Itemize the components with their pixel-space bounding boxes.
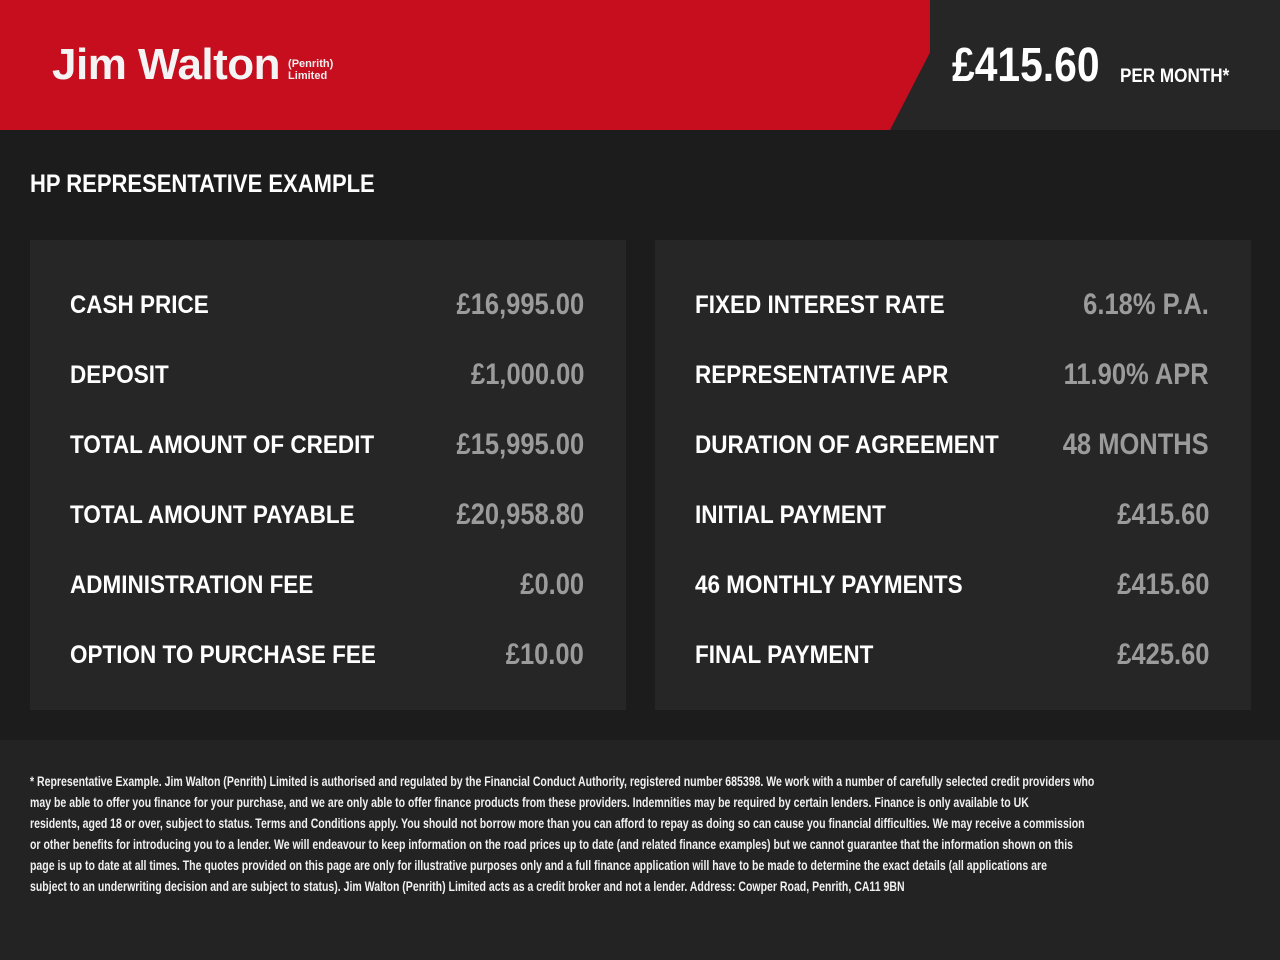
row-value: 11.90% APR xyxy=(1063,358,1209,391)
header: Jim Walton (Penrith) Limited £415.60 PER … xyxy=(0,0,1280,130)
logo-text: Jim Walton xyxy=(52,40,281,89)
row-label: TOTAL AMOUNT OF CREDIT xyxy=(70,430,375,459)
per-month-label: PER MONTH* xyxy=(1120,66,1230,87)
disclaimer-line: may be able to offer you finance for you… xyxy=(30,795,1029,810)
row-value: £0.00 xyxy=(520,568,584,601)
disclaimer-line: or other benefits for introducing you to… xyxy=(30,837,1073,852)
row-value: £10.00 xyxy=(505,638,584,671)
logo: Jim Walton (Penrith) Limited xyxy=(52,40,333,90)
row-label: 46 MONTHLY PAYMENTS xyxy=(695,570,963,599)
finance-row: REPRESENTATIVE APR 11.90% APR xyxy=(695,355,1209,395)
row-label: TOTAL AMOUNT PAYABLE xyxy=(70,500,355,529)
row-value: £1,000.00 xyxy=(470,358,584,391)
finance-row: ADMINISTRATION FEE £0.00 xyxy=(70,565,584,605)
row-value: £15,995.00 xyxy=(456,428,584,461)
right-finance-panel: FIXED INTEREST RATE 6.18% P.A. REPRESENTAT… xyxy=(655,240,1251,710)
monthly-price: £415.60 xyxy=(952,39,1100,92)
row-label: INITIAL PAYMENT xyxy=(695,500,886,529)
logo-subtext: (Penrith) Limited xyxy=(288,58,333,82)
row-value: £425.60 xyxy=(1116,638,1209,671)
finance-row: OPTION TO PURCHASE FEE £10.00 xyxy=(70,635,584,675)
finance-row: FIXED INTEREST RATE 6.18% P.A. xyxy=(695,285,1209,325)
disclaimer-line: residents, aged 18 or over, subject to s… xyxy=(30,816,1085,831)
row-label: OPTION TO PURCHASE FEE xyxy=(70,640,376,669)
footer: * Representative Example. Jim Walton (Pe… xyxy=(0,740,1280,960)
row-value: £415.60 xyxy=(1116,498,1209,531)
row-label: FINAL PAYMENT xyxy=(695,640,874,669)
row-value: 6.18% P.A. xyxy=(1083,288,1209,321)
disclaimer-line: subject to an underwriting decision and … xyxy=(30,879,905,894)
row-value: £16,995.00 xyxy=(456,288,584,321)
row-label: DEPOSIT xyxy=(70,360,169,389)
finance-row: CASH PRICE £16,995.00 xyxy=(70,285,584,325)
finance-row: DURATION OF AGREEMENT 48 MONTHS xyxy=(695,425,1209,465)
disclaimer-line: page is up to date at all times. The quo… xyxy=(30,858,1047,873)
finance-row: TOTAL AMOUNT OF CREDIT £15,995.00 xyxy=(70,425,584,465)
row-label: CASH PRICE xyxy=(70,290,209,319)
page-title: HP REPRESENTATIVE EXAMPLE xyxy=(30,170,375,198)
logo-sub-1: (Penrith) xyxy=(288,58,334,70)
row-label: ADMINISTRATION FEE xyxy=(70,570,314,599)
finance-row: INITIAL PAYMENT £415.60 xyxy=(695,495,1209,535)
row-value: £415.60 xyxy=(1116,568,1209,601)
row-value: 48 MONTHS xyxy=(1063,428,1209,461)
finance-row: DEPOSIT £1,000.00 xyxy=(70,355,584,395)
row-label: FIXED INTEREST RATE xyxy=(695,290,945,319)
brand-banner xyxy=(0,0,930,130)
row-value: £20,958.80 xyxy=(456,498,584,531)
row-label: DURATION OF AGREEMENT xyxy=(695,430,999,459)
row-label: REPRESENTATIVE APR xyxy=(695,360,949,389)
disclaimer-line: * Representative Example. Jim Walton (Pe… xyxy=(30,774,1095,789)
finance-row: TOTAL AMOUNT PAYABLE £20,958.80 xyxy=(70,495,584,535)
finance-row: 46 MONTHLY PAYMENTS £415.60 xyxy=(695,565,1209,605)
finance-row: FINAL PAYMENT £425.60 xyxy=(695,635,1209,675)
logo-sub-2: Limited xyxy=(288,70,328,82)
left-finance-panel: CASH PRICE £16,995.00 DEPOSIT £1,000.00 TOTA… xyxy=(30,240,626,710)
disclaimer: * Representative Example. Jim Walton (Pe… xyxy=(30,771,1094,897)
